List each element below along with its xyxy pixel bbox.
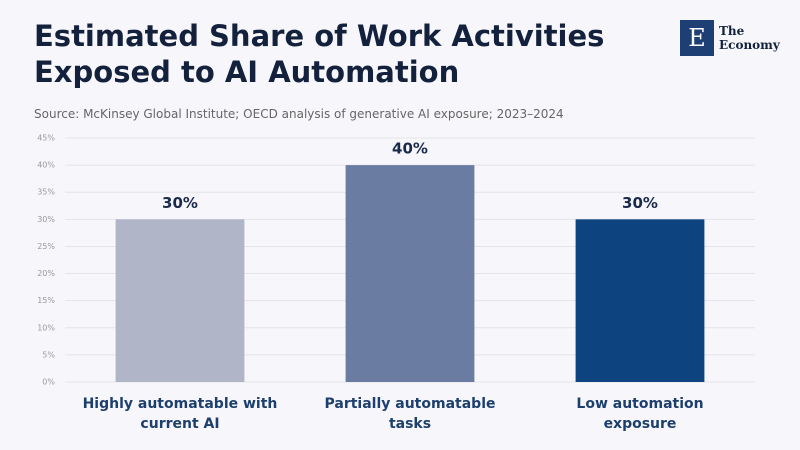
y-tick-label: 15% — [37, 296, 55, 305]
logo-line: Economy — [719, 38, 780, 52]
x-tick-label: Highly automatable with current AI — [82, 396, 278, 432]
value-label: 40% — [392, 140, 428, 158]
value-label: 30% — [162, 194, 198, 212]
x-tick-label: Partially automatable tasks — [324, 396, 496, 432]
chart-title: Estimated Share of Work Activities Expos… — [34, 19, 605, 89]
bar — [345, 165, 475, 382]
bar — [115, 219, 245, 382]
y-tick-label: 35% — [37, 188, 55, 197]
logo-name: The Economy — [719, 24, 780, 52]
y-tick-label: 40% — [37, 161, 55, 170]
y-tick-label: 5% — [42, 350, 55, 359]
logo: E The Economy — [680, 20, 780, 56]
chart-subtitle: Source: McKinsey Global Institute; OECD … — [34, 107, 564, 121]
logo-mark: E — [680, 20, 714, 56]
y-tick-label: 30% — [37, 215, 55, 224]
x-tick-label: Low automation exposure — [576, 396, 704, 432]
logo-line: The — [719, 24, 745, 38]
y-tick-label: 45% — [37, 134, 55, 143]
bar — [575, 219, 705, 382]
y-tick-label: 10% — [37, 323, 55, 332]
value-label: 30% — [622, 194, 658, 212]
y-tick-label: 25% — [37, 242, 55, 251]
y-tick-label: 20% — [37, 269, 55, 278]
y-tick-label: 0% — [42, 378, 55, 387]
